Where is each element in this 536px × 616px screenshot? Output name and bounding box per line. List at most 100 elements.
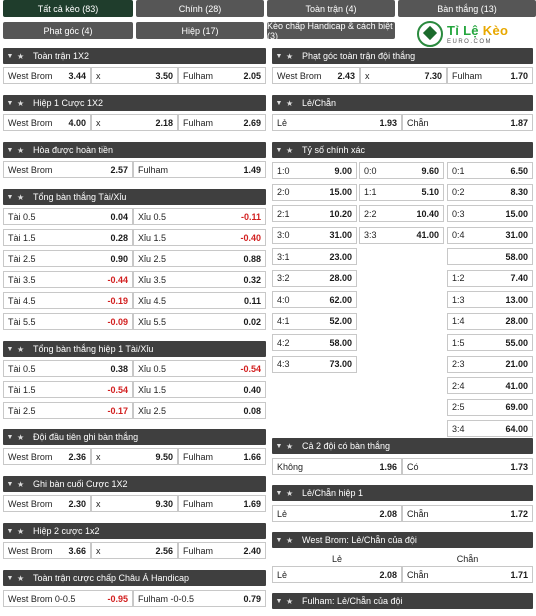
star-icon[interactable]: ★	[286, 51, 294, 61]
odds-cell[interactable]: 3:1 23.00	[272, 248, 357, 265]
odds-cell[interactable]: x 7.30	[360, 67, 447, 84]
odds-cell[interactable]: 2:4 41.00	[447, 377, 533, 394]
odds-cell[interactable]: 58.00	[447, 248, 533, 265]
odds-cell[interactable]: West Brom 3.44	[3, 67, 91, 84]
odds-cell[interactable]: 1:1 5.10	[359, 183, 444, 201]
total-goals-header[interactable]: ▼ ★ Tổng bàn thắng Tài/Xỉu	[3, 189, 266, 205]
star-icon[interactable]: ★	[286, 441, 294, 451]
odds-cell[interactable]: Không 1.96	[272, 458, 402, 475]
odds-cell[interactable]: Lẻ 1.93	[272, 114, 402, 131]
odds-cell[interactable]: 0:0 9.60	[359, 162, 444, 179]
star-icon[interactable]: ★	[286, 488, 294, 498]
odds-cell[interactable]: Chẵn 1.72	[402, 505, 533, 522]
odds-cell[interactable]: 1:0 9.00	[272, 162, 357, 179]
star-icon[interactable]: ★	[286, 596, 294, 606]
odds-cell[interactable]: West Brom 3.66	[3, 542, 91, 559]
correct-score-header[interactable]: ▼ ★ Tỷ số chính xác	[272, 142, 533, 158]
star-icon[interactable]: ★	[17, 344, 25, 354]
odds-cell[interactable]: Fulham 2.69	[178, 114, 266, 131]
odds-cell[interactable]: Xỉu 2.5 0.88	[133, 250, 266, 267]
star-icon[interactable]: ★	[17, 51, 25, 61]
odds-cell[interactable]: Fulham 1.49	[133, 161, 266, 178]
odds-cell[interactable]: Tài 0.5 0.38	[3, 360, 133, 377]
draw-no-bet-header[interactable]: ▼ ★ Hòa được hoàn tiền	[3, 142, 266, 158]
star-icon[interactable]: ★	[286, 98, 294, 108]
odds-cell[interactable]: Xỉu 4.5 0.11	[133, 292, 266, 309]
odds-cell[interactable]: West Brom 2.57	[3, 161, 133, 178]
odds-cell[interactable]: Xỉu 0.5 -0.54	[133, 360, 266, 377]
last-goal-header[interactable]: ▼ ★ Ghi bàn cuối Cược 1X2	[3, 476, 266, 492]
odds-cell[interactable]: West Brom 2.43	[272, 67, 360, 84]
tab-3[interactable]: Bàn thắng (13)	[398, 0, 536, 17]
full-time-1x2-header[interactable]: ▼ ★ Toàn trận 1X2	[3, 48, 266, 64]
odds-cell[interactable]: Xỉu 1.5 -0.40	[133, 229, 266, 246]
odds-cell[interactable]: Xỉu 3.5 0.32	[133, 271, 266, 288]
odds-cell[interactable]: Tài 1.5 -0.54	[3, 381, 133, 398]
odds-cell[interactable]: 2:1 10.20	[272, 205, 357, 222]
tab-4[interactable]: Phạt góc (4)	[3, 22, 133, 39]
odds-cell[interactable]: 0:1 6.50	[447, 162, 533, 179]
odds-cell[interactable]: 4:2 58.00	[272, 334, 357, 351]
odds-cell[interactable]: West Brom 0-0.5 -0.95	[3, 590, 133, 607]
odds-cell[interactable]: 1:2 7.40	[447, 269, 533, 287]
star-icon[interactable]: ★	[286, 535, 294, 545]
odds-cell[interactable]: 3:0 31.00	[272, 226, 357, 244]
odds-cell[interactable]: West Brom 2.36	[3, 448, 91, 465]
odds-cell[interactable]: 1:5 55.00	[447, 334, 533, 351]
odds-cell[interactable]: 2:2 10.40	[359, 205, 444, 222]
star-icon[interactable]: ★	[17, 145, 25, 155]
odds-cell[interactable]: Lẻ 2.08	[272, 566, 402, 583]
odds-cell[interactable]: 2:5 69.00	[447, 398, 533, 416]
odds-cell[interactable]: Chẵn 1.71	[402, 566, 533, 583]
odds-cell[interactable]: 3:4 64.00	[447, 420, 533, 437]
odds-cell[interactable]: Tài 4.5 -0.19	[3, 292, 133, 309]
odds-cell[interactable]: x 2.56	[91, 542, 178, 559]
odds-cell[interactable]: Fulham 1.70	[447, 67, 533, 84]
tab-2[interactable]: Toàn trận (4)	[267, 0, 395, 17]
first-goal-header[interactable]: ▼ ★ Đội đầu tiên ghi bàn thắng	[3, 429, 266, 445]
odds-cell[interactable]: 4:3 73.00	[272, 355, 357, 373]
both-teams-score-header[interactable]: ▼ ★ Cả 2 đội có bàn thắng	[272, 438, 533, 454]
odds-cell[interactable]: x 9.50	[91, 448, 178, 465]
site-logo[interactable]: Tỉ Lệ Kèo EURO.COM	[417, 18, 534, 50]
total-goals-h1-header[interactable]: ▼ ★ Tổng bàn thắng hiệp 1 Tài/Xỉu	[3, 341, 266, 357]
odds-cell[interactable]: 4:1 52.00	[272, 312, 357, 330]
odds-cell[interactable]: 4:0 62.00	[272, 291, 357, 308]
star-icon[interactable]: ★	[17, 98, 25, 108]
star-icon[interactable]: ★	[17, 432, 25, 442]
odds-cell[interactable]: Xỉu 5.5 0.02	[133, 313, 266, 330]
half1-1x2-header[interactable]: ▼ ★ Hiệp 1 Cược 1X2	[3, 95, 266, 111]
odds-cell[interactable]: Chẵn 1.87	[402, 114, 533, 131]
odds-cell[interactable]: 1:3 13.00	[447, 291, 533, 308]
half2-1x2-header[interactable]: ▼ ★ Hiệp 2 cược 1x2	[3, 523, 266, 539]
star-icon[interactable]: ★	[17, 573, 25, 583]
odds-cell[interactable]: Tài 0.5 0.04	[3, 208, 133, 225]
odds-cell[interactable]: West Brom 2.30	[3, 495, 91, 512]
tab-6[interactable]: Kèo chấp Handicap & cách biệt (3)	[267, 21, 395, 41]
odd-even-header[interactable]: ▼ ★ Lẻ/Chẵn	[272, 95, 533, 111]
odds-cell[interactable]: 2:0 15.00	[272, 183, 357, 201]
odds-cell[interactable]: Tài 2.5 0.90	[3, 250, 133, 267]
star-icon[interactable]: ★	[286, 145, 294, 155]
odds-cell[interactable]: 0:2 8.30	[447, 183, 533, 201]
odds-cell[interactable]: 0:4 31.00	[447, 226, 533, 244]
odds-cell[interactable]: x 3.50	[91, 67, 178, 84]
westbrom-odd-even-header[interactable]: ▼ ★ West Brom: Lẻ/Chẵn của đội	[272, 532, 533, 548]
odds-cell[interactable]: x 9.30	[91, 495, 178, 512]
odds-cell[interactable]: Tài 2.5 -0.17	[3, 402, 133, 419]
odds-cell[interactable]: Có 1.73	[402, 458, 533, 475]
odds-cell[interactable]: Fulham 2.05	[178, 67, 266, 84]
odds-cell[interactable]: Fulham 2.40	[178, 542, 266, 559]
fulham-odd-even-header[interactable]: ▼ ★ Fulham: Lẻ/Chẵn của đội	[272, 593, 533, 609]
odds-cell[interactable]: Lẻ 2.08	[272, 505, 402, 522]
odds-cell[interactable]: x 2.18	[91, 114, 178, 131]
tab-1[interactable]: Chính (28)	[136, 0, 264, 17]
odds-cell[interactable]: Xỉu 2.5 0.08	[133, 402, 266, 419]
odds-cell[interactable]: Fulham -0-0.5 0.79	[133, 590, 266, 607]
star-icon[interactable]: ★	[17, 526, 25, 536]
odd-even-h1-header[interactable]: ▼ ★ Lẻ/Chẵn hiệp 1	[272, 485, 533, 501]
odds-cell[interactable]: Xỉu 1.5 0.40	[133, 381, 266, 398]
odds-cell[interactable]: West Brom 4.00	[3, 114, 91, 131]
star-icon[interactable]: ★	[17, 479, 25, 489]
tab-5[interactable]: Hiệp (17)	[136, 22, 264, 39]
